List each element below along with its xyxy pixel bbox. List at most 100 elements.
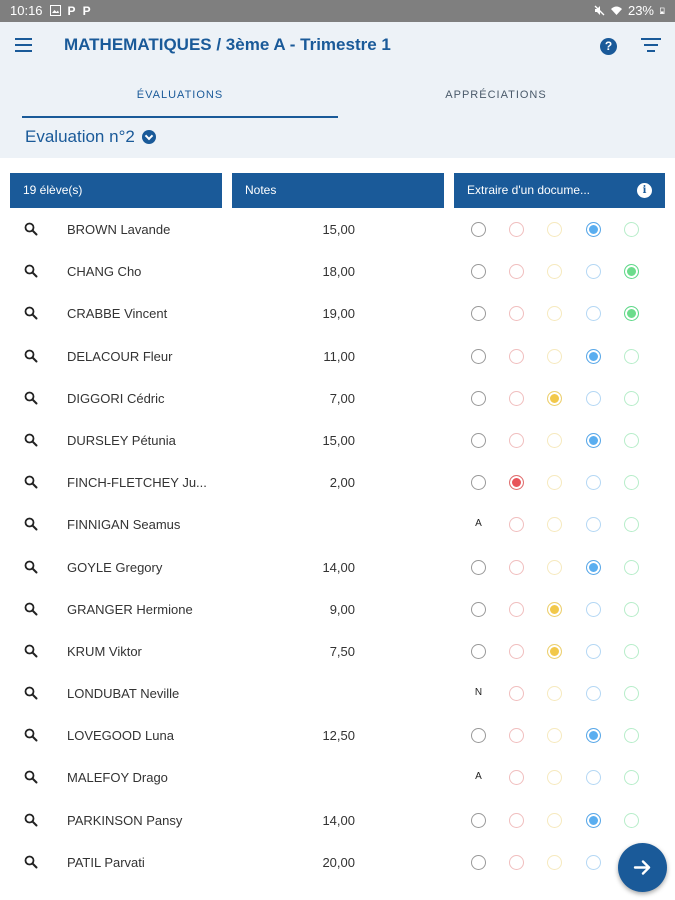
level-radio-4[interactable] — [586, 264, 601, 280]
student-grade[interactable]: 18,00 — [322, 264, 355, 280]
level-radio-4[interactable] — [586, 854, 601, 870]
level-radio-4[interactable] — [586, 475, 601, 491]
search-icon[interactable] — [24, 306, 38, 320]
extract-document-button[interactable]: Extraire d'un docume... i — [454, 173, 665, 208]
level-radio-5[interactable] — [624, 348, 639, 364]
level-radio-4[interactable] — [586, 348, 601, 364]
help-icon[interactable]: ? — [600, 38, 617, 55]
search-icon[interactable] — [24, 560, 38, 574]
search-icon[interactable] — [24, 770, 38, 784]
level-radio-4[interactable] — [586, 517, 601, 533]
level-radio-2[interactable] — [509, 812, 524, 828]
level-radio-4[interactable] — [586, 559, 601, 575]
level-radio-5[interactable] — [624, 686, 639, 702]
level-radio-2[interactable] — [509, 559, 524, 575]
student-grade[interactable]: 7,50 — [329, 643, 355, 659]
level-radio-3[interactable] — [547, 770, 562, 786]
level-radio-3[interactable] — [547, 517, 562, 533]
level-radio-3[interactable] — [547, 222, 562, 237]
level-radio-3[interactable] — [547, 601, 562, 617]
search-icon[interactable] — [24, 813, 38, 827]
student-grade[interactable]: 9,00 — [329, 601, 355, 617]
search-icon[interactable] — [24, 602, 38, 616]
level-radio-3[interactable] — [547, 432, 562, 448]
level-radio-3[interactable] — [547, 728, 562, 744]
level-radio-5[interactable] — [624, 222, 639, 237]
level-radio-3[interactable] — [547, 854, 562, 870]
level-radio-1[interactable] — [471, 812, 486, 828]
level-radio-2[interactable] — [509, 770, 524, 786]
student-grade[interactable]: 12,50 — [322, 728, 355, 744]
search-icon[interactable] — [24, 222, 38, 236]
search-icon[interactable] — [24, 433, 38, 447]
level-radio-2[interactable] — [509, 222, 524, 237]
level-radio-4[interactable] — [586, 728, 601, 744]
level-radio-2[interactable] — [509, 854, 524, 870]
student-grade[interactable]: 19,00 — [322, 306, 355, 322]
search-icon[interactable] — [24, 686, 38, 700]
level-radio-5[interactable] — [624, 390, 639, 406]
level-radio-4[interactable] — [586, 222, 601, 237]
level-radio-5[interactable] — [624, 432, 639, 448]
level-radio-4[interactable] — [586, 770, 601, 786]
level-radio-3[interactable] — [547, 390, 562, 406]
tab-evaluations[interactable]: ÉVALUATIONS — [22, 78, 338, 118]
level-radio-4[interactable] — [586, 601, 601, 617]
search-icon[interactable] — [24, 475, 38, 489]
search-icon[interactable] — [24, 855, 38, 869]
student-grade[interactable]: 2,00 — [329, 475, 355, 491]
level-radio-1[interactable] — [471, 432, 486, 448]
level-radio-3[interactable] — [547, 559, 562, 575]
search-icon[interactable] — [24, 391, 38, 405]
search-icon[interactable] — [24, 264, 38, 278]
level-radio-3[interactable] — [547, 812, 562, 828]
level-radio-2[interactable] — [509, 601, 524, 617]
level-radio-1[interactable] — [471, 306, 486, 322]
level-radio-4[interactable] — [586, 812, 601, 828]
level-radio-1[interactable] — [471, 348, 486, 364]
level-radio-3[interactable] — [547, 643, 562, 659]
level-radio-2[interactable] — [509, 432, 524, 448]
level-radio-1[interactable] — [471, 559, 486, 575]
level-radio-5[interactable] — [624, 728, 639, 744]
student-grade[interactable]: 15,00 — [322, 222, 355, 237]
level-radio-2[interactable] — [509, 306, 524, 322]
level-radio-2[interactable] — [509, 390, 524, 406]
level-radio-1[interactable] — [471, 601, 486, 617]
level-radio-4[interactable] — [586, 390, 601, 406]
student-grade[interactable]: 14,00 — [322, 812, 355, 828]
level-radio-5[interactable] — [624, 517, 639, 533]
level-radio-3[interactable] — [547, 264, 562, 280]
level-radio-2[interactable] — [509, 348, 524, 364]
level-radio-4[interactable] — [586, 306, 601, 322]
level-radio-1[interactable] — [471, 264, 486, 280]
evaluation-selector[interactable]: Evaluation n°2 — [25, 127, 156, 147]
level-radio-3[interactable] — [547, 306, 562, 322]
level-radio-5[interactable] — [624, 475, 639, 491]
level-radio-5[interactable] — [624, 559, 639, 575]
level-radio-2[interactable] — [509, 475, 524, 491]
level-radio-5[interactable] — [624, 643, 639, 659]
level-radio-5[interactable] — [624, 770, 639, 786]
level-radio-5[interactable] — [624, 601, 639, 617]
level-radio-1[interactable] — [471, 728, 486, 744]
student-grade[interactable]: 14,00 — [322, 559, 355, 575]
search-icon[interactable] — [24, 517, 38, 531]
level-radio-3[interactable] — [547, 475, 562, 491]
filter-icon[interactable] — [640, 38, 662, 54]
level-radio-1[interactable] — [471, 222, 486, 237]
level-radio-1[interactable] — [471, 643, 486, 659]
level-radio-5[interactable] — [624, 812, 639, 828]
search-icon[interactable] — [24, 349, 38, 363]
student-grade[interactable]: 20,00 — [322, 854, 355, 870]
menu-button[interactable] — [15, 38, 37, 56]
level-radio-1[interactable] — [471, 854, 486, 870]
search-icon[interactable] — [24, 644, 38, 658]
level-radio-2[interactable] — [509, 517, 524, 533]
info-icon[interactable]: i — [637, 183, 652, 198]
level-radio-1[interactable] — [471, 475, 486, 491]
level-radio-2[interactable] — [509, 728, 524, 744]
level-radio-2[interactable] — [509, 643, 524, 659]
student-grade[interactable]: 15,00 — [322, 432, 355, 448]
level-radio-1[interactable] — [471, 390, 486, 406]
